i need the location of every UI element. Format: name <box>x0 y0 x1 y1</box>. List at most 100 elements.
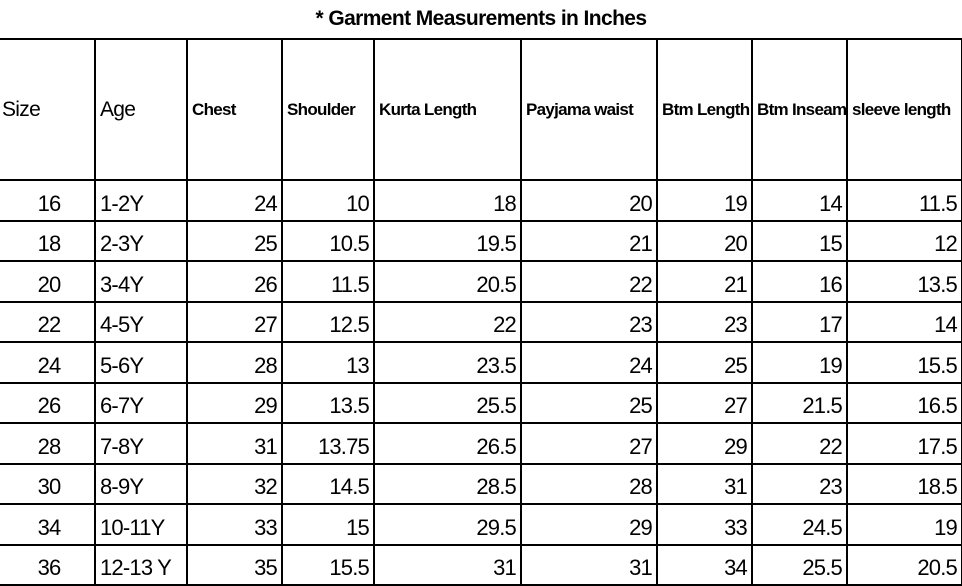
cell-sleeve-length: 15.5 <box>846 341 962 384</box>
cell-payjama-waist: 22 <box>520 260 658 303</box>
cell-payjama-waist: 25 <box>520 381 658 424</box>
cell-payjama-waist: 24 <box>520 341 658 384</box>
cell-btm-length: 34 <box>656 543 753 586</box>
cell-sleeve-length: 11.5 <box>846 179 962 222</box>
cell-kurta-length: 28.5 <box>373 462 522 505</box>
cell-size: 34 <box>0 503 96 546</box>
cell-chest: 35 <box>186 543 283 586</box>
cell-shoulder: 15 <box>281 503 375 546</box>
cell-chest: 26 <box>186 260 283 303</box>
cell-kurta-length: 29.5 <box>373 503 522 546</box>
cell-payjama-waist: 20 <box>520 179 658 222</box>
cell-age: 5-6Y <box>94 341 188 384</box>
cell-btm-length: 21 <box>656 260 753 303</box>
cell-btm-length: 25 <box>656 341 753 384</box>
cell-payjama-waist: 27 <box>520 422 658 465</box>
cell-chest: 28 <box>186 341 283 384</box>
table-row: 20 3-4Y 26 11.5 20.5 22 21 16 13.5 <box>0 260 962 303</box>
column-header-shoulder: Shoulder <box>281 40 375 181</box>
cell-btm-length: 29 <box>656 422 753 465</box>
cell-payjama-waist: 31 <box>520 543 658 586</box>
column-header-payjama-waist: Payjama waist <box>520 40 658 181</box>
column-header-sleeve-length: sleeve length <box>846 40 962 181</box>
cell-chest: 25 <box>186 219 283 262</box>
cell-shoulder: 13.5 <box>281 381 375 424</box>
cell-age: 3-4Y <box>94 260 188 303</box>
table-row: 30 8-9Y 32 14.5 28.5 28 31 23 18.5 <box>0 462 962 505</box>
cell-age: 10-11Y <box>94 503 188 546</box>
column-header-btm-length: Btm Length <box>656 40 753 181</box>
cell-chest: 29 <box>186 381 283 424</box>
cell-payjama-waist: 29 <box>520 503 658 546</box>
cell-btm-inseam: 24.5 <box>751 503 848 546</box>
cell-shoulder: 13.75 <box>281 422 375 465</box>
cell-btm-inseam: 14 <box>751 179 848 222</box>
column-header-btm-inseam: Btm Inseam <box>751 40 848 181</box>
table-row: 26 6-7Y 29 13.5 25.5 25 27 21.5 16.5 <box>0 381 962 424</box>
cell-kurta-length: 31 <box>373 543 522 586</box>
cell-chest: 27 <box>186 300 283 343</box>
cell-chest: 33 <box>186 503 283 546</box>
cell-kurta-length: 23.5 <box>373 341 522 384</box>
cell-sleeve-length: 19 <box>846 503 962 546</box>
cell-kurta-length: 22 <box>373 300 522 343</box>
cell-btm-length: 33 <box>656 503 753 546</box>
cell-size: 16 <box>0 179 96 222</box>
table-row: 28 7-8Y 31 13.75 26.5 27 29 22 17.5 <box>0 422 962 465</box>
cell-sleeve-length: 13.5 <box>846 260 962 303</box>
cell-btm-inseam: 22 <box>751 422 848 465</box>
cell-shoulder: 10.5 <box>281 219 375 262</box>
cell-kurta-length: 18 <box>373 179 522 222</box>
cell-size: 22 <box>0 300 96 343</box>
table-row: 24 5-6Y 28 13 23.5 24 25 19 15.5 <box>0 341 962 384</box>
column-header-size: Size <box>0 40 96 181</box>
cell-age: 7-8Y <box>94 422 188 465</box>
cell-kurta-length: 26.5 <box>373 422 522 465</box>
cell-shoulder: 11.5 <box>281 260 375 303</box>
cell-btm-inseam: 21.5 <box>751 381 848 424</box>
cell-age: 1-2Y <box>94 179 188 222</box>
cell-sleeve-length: 17.5 <box>846 422 962 465</box>
cell-size: 36 <box>0 543 96 586</box>
cell-payjama-waist: 21 <box>520 219 658 262</box>
measurement-table: Size Age Chest Shoulder Kurta Length Pay… <box>0 40 962 586</box>
table-body: 16 1-2Y 24 10 18 20 19 14 11.5 18 2-3Y 25 10.5 19.5 21… <box>0 179 962 586</box>
cell-age: 6-7Y <box>94 381 188 424</box>
cell-sleeve-length: 16.5 <box>846 381 962 424</box>
cell-btm-length: 23 <box>656 300 753 343</box>
cell-btm-length: 20 <box>656 219 753 262</box>
cell-chest: 24 <box>186 179 283 222</box>
table-row: 16 1-2Y 24 10 18 20 19 14 11.5 <box>0 179 962 222</box>
cell-btm-length: 19 <box>656 179 753 222</box>
cell-age: 12-13 Y <box>94 543 188 586</box>
table-row: 22 4-5Y 27 12.5 22 23 23 17 14 <box>0 300 962 343</box>
cell-shoulder: 15.5 <box>281 543 375 586</box>
cell-btm-length: 27 <box>656 381 753 424</box>
cell-shoulder: 13 <box>281 341 375 384</box>
cell-btm-inseam: 23 <box>751 462 848 505</box>
cell-sleeve-length: 20.5 <box>846 543 962 586</box>
column-header-age: Age <box>94 40 188 181</box>
cell-shoulder: 10 <box>281 179 375 222</box>
column-header-chest: Chest <box>186 40 283 181</box>
column-header-kurta-length: Kurta Length <box>373 40 522 181</box>
cell-age: 2-3Y <box>94 219 188 262</box>
cell-payjama-waist: 28 <box>520 462 658 505</box>
cell-size: 20 <box>0 260 96 303</box>
cell-age: 8-9Y <box>94 462 188 505</box>
table-row: 18 2-3Y 25 10.5 19.5 21 20 15 12 <box>0 219 962 262</box>
cell-kurta-length: 20.5 <box>373 260 522 303</box>
cell-btm-inseam: 25.5 <box>751 543 848 586</box>
cell-size: 30 <box>0 462 96 505</box>
cell-kurta-length: 19.5 <box>373 219 522 262</box>
sheet-title: * Garment Measurements in Inches <box>0 0 962 40</box>
cell-chest: 32 <box>186 462 283 505</box>
cell-btm-inseam: 17 <box>751 300 848 343</box>
header-row: Size Age Chest Shoulder Kurta Length Pay… <box>0 40 962 181</box>
cell-size: 18 <box>0 219 96 262</box>
cell-size: 28 <box>0 422 96 465</box>
cell-btm-inseam: 16 <box>751 260 848 303</box>
cell-btm-length: 31 <box>656 462 753 505</box>
cell-shoulder: 12.5 <box>281 300 375 343</box>
